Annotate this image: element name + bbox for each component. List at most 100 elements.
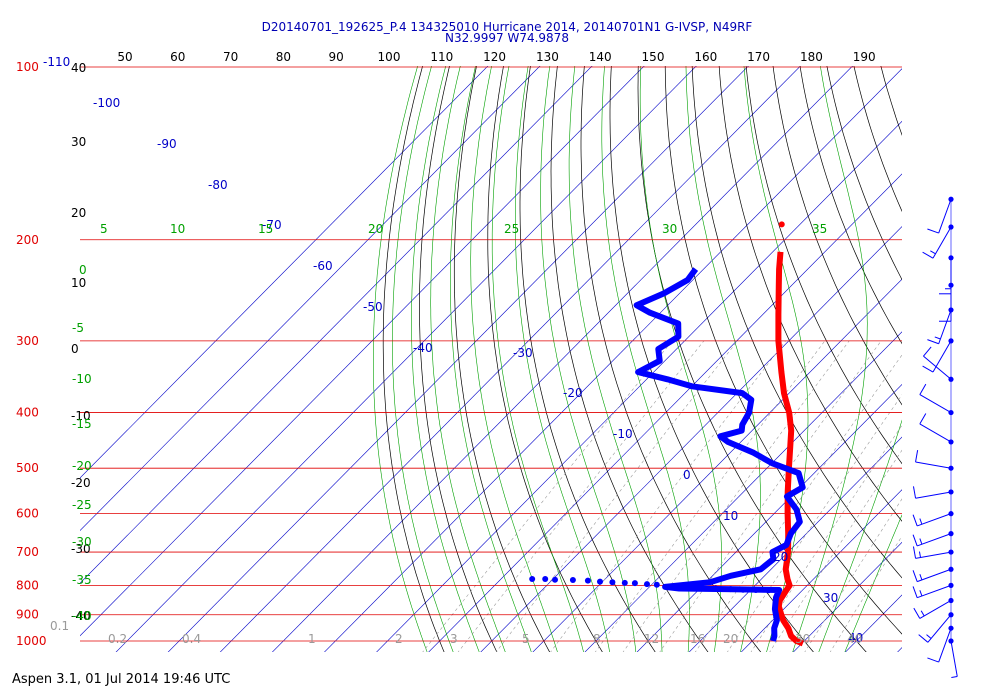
dewpoint-point [621, 579, 628, 586]
isotherm-label: -30 [513, 346, 533, 360]
top-tick-label: 120 [483, 50, 506, 64]
theta-e-label: 15 [258, 222, 273, 236]
wind-barb-flag [919, 383, 927, 395]
wind-barb-flag [919, 413, 927, 425]
top-tick-label: 70 [223, 50, 238, 64]
pressure-label: 800 [16, 578, 39, 592]
mixing-ratio-label: 3 [450, 632, 458, 646]
theta-e-label: 10 [170, 222, 185, 236]
moist-adiabat-label: -30 [72, 535, 92, 549]
pressure-label: 100 [16, 60, 39, 74]
mixing-ratio-label: 0.4 [182, 632, 201, 646]
wind-barb-flag [912, 486, 917, 499]
dewpoint-point [529, 576, 536, 583]
moist-adiabat-line [491, 66, 584, 652]
isotherm-label: -50 [363, 300, 383, 314]
dry-adiabat-line [487, 66, 603, 652]
isotherm-line [80, 66, 541, 532]
dry-adiabat-line [905, 57, 1000, 665]
wind-barb-flag [930, 250, 936, 255]
isotherm-line [167, 66, 749, 652]
mixing-ratio-line [804, 498, 902, 652]
dewpoint-point [584, 577, 591, 584]
isotherm-label: 30 [823, 591, 838, 605]
dewpoint-point [765, 587, 772, 594]
pressure-label: 500 [16, 461, 39, 475]
wind-barb-staff [919, 600, 952, 619]
dry-adiabat-line [453, 66, 551, 652]
chart-subtitle: N32.9997 W74.9878 [445, 31, 569, 45]
wind-barb-flag [918, 551, 922, 558]
top-tick-label: 100 [378, 50, 401, 64]
isotherm-line [688, 436, 902, 652]
wind-barb-staff [938, 309, 952, 344]
isotherm-line [845, 594, 902, 652]
isotherm-line [532, 278, 902, 652]
wind-barb-staff [938, 628, 952, 663]
mixing-ratio-line [622, 340, 850, 652]
isotherm-line [792, 541, 902, 652]
dewpoint-point [644, 581, 651, 588]
mixing-ratio-line [694, 354, 902, 652]
wind-barb-flag [927, 228, 939, 234]
isotherm-line [80, 66, 489, 479]
pressure-label: 400 [16, 406, 39, 420]
temperature-point [778, 221, 785, 228]
isotherm-label: 0 [683, 468, 691, 482]
dewpoint-point [752, 587, 759, 594]
moist-adiabat-label: -35 [72, 573, 92, 587]
isotherm-line [740, 489, 902, 652]
theta-e-label: 35 [812, 222, 827, 236]
left-f-label: 10 [71, 276, 86, 290]
mixing-ratio-label: 2 [395, 632, 403, 646]
wind-barb-flag [912, 534, 918, 547]
wind-barb-staff [932, 226, 952, 259]
moist-adiabat-line [470, 66, 558, 652]
dry-adiabat-line [799, 66, 902, 345]
mixing-ratio-label: 0.1 [50, 619, 69, 633]
mixing-ratio-line [659, 340, 882, 652]
wind-barb-flag [912, 546, 917, 559]
moist-adiabat-line [372, 66, 428, 652]
top-tick-label: 150 [642, 50, 665, 64]
isotherm-label: 20 [773, 550, 788, 564]
moist-adiabat-line [792, 66, 868, 652]
wind-barb-flag [913, 607, 921, 619]
wind-barb-flag [922, 251, 934, 259]
dewpoint-point [727, 586, 734, 593]
moist-adiabat-line [818, 419, 902, 652]
moist-adiabat-line [685, 66, 761, 652]
isotherm-line [219, 66, 801, 652]
moist-adiabat-line [639, 66, 722, 652]
wind-barb-staff [917, 533, 952, 547]
moist-adiabat-label: 0 [79, 263, 87, 277]
left-f-label: 30 [71, 135, 86, 149]
theta-e-label: 5 [100, 222, 108, 236]
isotherm-line [584, 331, 902, 652]
footer-version: Aspen 3.1, 01 Jul 2014 19:46 UTC [12, 672, 231, 687]
moist-adiabat-line [411, 66, 480, 652]
dewpoint-point [631, 580, 638, 587]
left-f-label: -30 [71, 542, 91, 556]
moist-adiabat-label: -15 [72, 417, 92, 431]
pressure-label: 700 [16, 545, 39, 559]
wind-barb-flag [951, 675, 958, 678]
left-f-label: 0 [71, 342, 79, 356]
wind-barb-staff [938, 199, 952, 234]
dewpoint-point [542, 576, 549, 583]
wind-barb-flag [919, 590, 923, 597]
dry-adiabat-line [550, 66, 709, 652]
theta-e-label: 30 [662, 222, 677, 236]
mixing-ratio-line [750, 424, 902, 652]
dry-adiabat-line [826, 66, 902, 281]
left-f-label: -40 [71, 609, 91, 623]
mixing-ratio-label: 5 [522, 632, 530, 646]
mixing-ratio-line [550, 340, 786, 652]
wind-barb-flag [919, 518, 923, 525]
dry-adiabat-line [419, 66, 498, 652]
top-tick-label: 60 [170, 50, 185, 64]
wind-barb-flag [926, 634, 932, 639]
wind-barb-flag [919, 574, 923, 581]
